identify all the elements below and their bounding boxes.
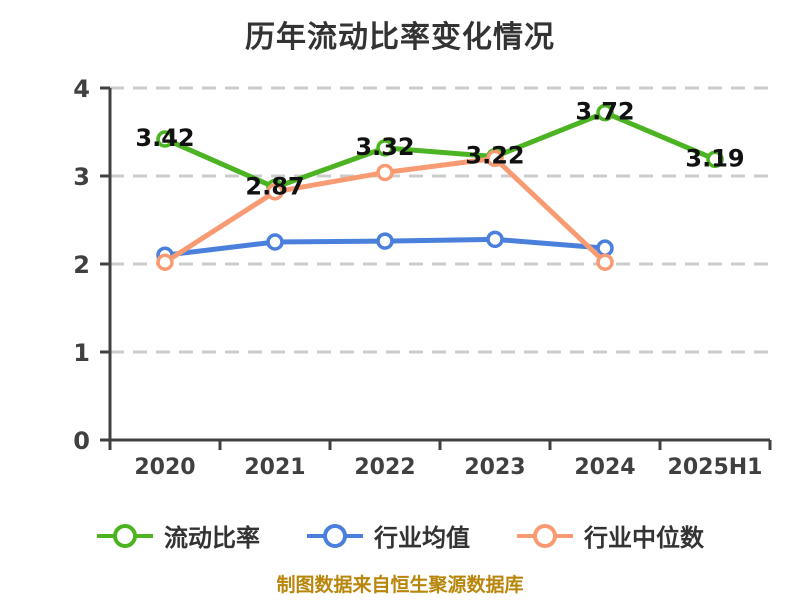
gridlines bbox=[110, 86, 770, 354]
data-point-marker bbox=[596, 253, 614, 271]
x-tick-label: 2025H1 bbox=[668, 455, 763, 480]
y-tick-label: 4 bbox=[73, 75, 90, 103]
data-point-marker bbox=[266, 233, 284, 251]
data-point-marker bbox=[486, 149, 504, 168]
y-tick-label: 2 bbox=[73, 251, 90, 279]
series-2 bbox=[156, 149, 614, 271]
legend-marker-industry-median-icon bbox=[517, 523, 573, 548]
legend-marker-industry-mean-icon bbox=[307, 523, 363, 548]
x-tick-label: 2023 bbox=[464, 455, 525, 480]
x-axis-labels: 2020 2021 2022 2023 2024 2025H1 bbox=[134, 455, 762, 480]
data-point-marker bbox=[156, 130, 174, 148]
data-point-marker bbox=[376, 232, 394, 250]
x-tick-label: 2022 bbox=[354, 455, 415, 480]
legend-marker-current-ratio-icon bbox=[97, 523, 153, 548]
y-tick-label: 3 bbox=[73, 163, 90, 191]
data-point-label: 3.72 bbox=[575, 98, 634, 126]
x-tick-label: 2021 bbox=[244, 455, 305, 480]
data-point-label: 3.32 bbox=[355, 133, 414, 161]
y-axis-labels: 0 1 2 3 4 bbox=[73, 75, 90, 455]
legend-item-current-ratio: 流动比率 bbox=[96, 518, 260, 553]
chart-title: 历年流动比率变化情况 bbox=[245, 20, 555, 55]
data-point-marker bbox=[596, 239, 614, 257]
data-point-marker bbox=[596, 103, 614, 122]
legend-label-industry-mean: 行业均值 bbox=[374, 524, 470, 552]
legend-item-industry-mean: 行业均值 bbox=[306, 518, 470, 553]
data-point-marker bbox=[486, 230, 504, 249]
series-0 bbox=[156, 103, 724, 197]
series-1 bbox=[156, 230, 614, 264]
data-point-label: 3.19 bbox=[685, 144, 744, 172]
y-tick-label: 0 bbox=[73, 427, 90, 455]
data-point-marker bbox=[376, 163, 394, 182]
data-point-label: 3.22 bbox=[465, 142, 524, 170]
data-point-label: 3.42 bbox=[135, 124, 194, 152]
data-point-label: 2.87 bbox=[245, 172, 304, 200]
legend-label-current-ratio: 流动比率 bbox=[164, 524, 260, 552]
data-point-marker bbox=[706, 150, 724, 169]
x-tick-label: 2020 bbox=[134, 455, 195, 480]
data-point-marker bbox=[156, 253, 174, 271]
data-point-marker bbox=[266, 183, 284, 201]
y-tick-label: 1 bbox=[73, 339, 90, 367]
legend-item-industry-median: 行业中位数 bbox=[516, 518, 704, 553]
data-source-note: 制图数据来自恒生聚源数据库 bbox=[276, 574, 524, 596]
data-point-marker bbox=[376, 139, 394, 157]
chart-legend: 流动比率 行业均值 行业中位数 bbox=[0, 518, 800, 553]
legend-label-industry-median: 行业中位数 bbox=[584, 524, 704, 552]
axes bbox=[100, 86, 772, 450]
x-tick-label: 2024 bbox=[574, 455, 635, 480]
data-labels: 3.42 2.87 3.32 3.22 3.72 3.19 bbox=[135, 98, 744, 201]
